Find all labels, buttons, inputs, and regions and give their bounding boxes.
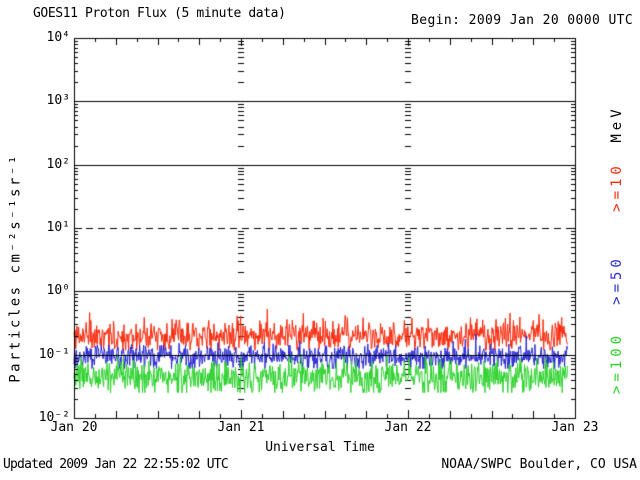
- y-tick-label: 10⁻¹: [38, 346, 70, 362]
- y-tick-label: 10³: [46, 93, 70, 109]
- legend-entry-gege100: >=100: [609, 331, 625, 395]
- x-tick-label: Jan 20: [50, 420, 98, 435]
- y-tick-label: 10⁴: [46, 30, 70, 45]
- y-tick-label: 10²: [46, 156, 70, 172]
- legend-entry-gege10: >=10: [609, 162, 625, 212]
- chart-title: GOES11 Proton Flux (5 minute data): [33, 6, 286, 21]
- source-credit: NOAA/SWPC Boulder, CO USA: [441, 457, 637, 472]
- x-tick-label: Jan 23: [551, 420, 599, 435]
- y-tick-label: 10⁰: [46, 283, 70, 299]
- updated-timestamp: Updated 2009 Jan 22 22:55:02 UTC: [3, 457, 229, 472]
- x-tick-label: Jan 21: [217, 420, 265, 435]
- y-tick-label: 10⁻²: [38, 410, 70, 425]
- legend-unit-label: MeV: [609, 105, 625, 143]
- legend-entry-gege50: >=50: [609, 255, 625, 305]
- begin-timestamp: Begin: 2009 Jan 20 0000 UTC: [411, 13, 634, 28]
- x-axis-title: Universal Time: [265, 440, 375, 455]
- x-tick-label: Jan 22: [384, 420, 432, 435]
- y-tick-label: 10¹: [46, 220, 70, 235]
